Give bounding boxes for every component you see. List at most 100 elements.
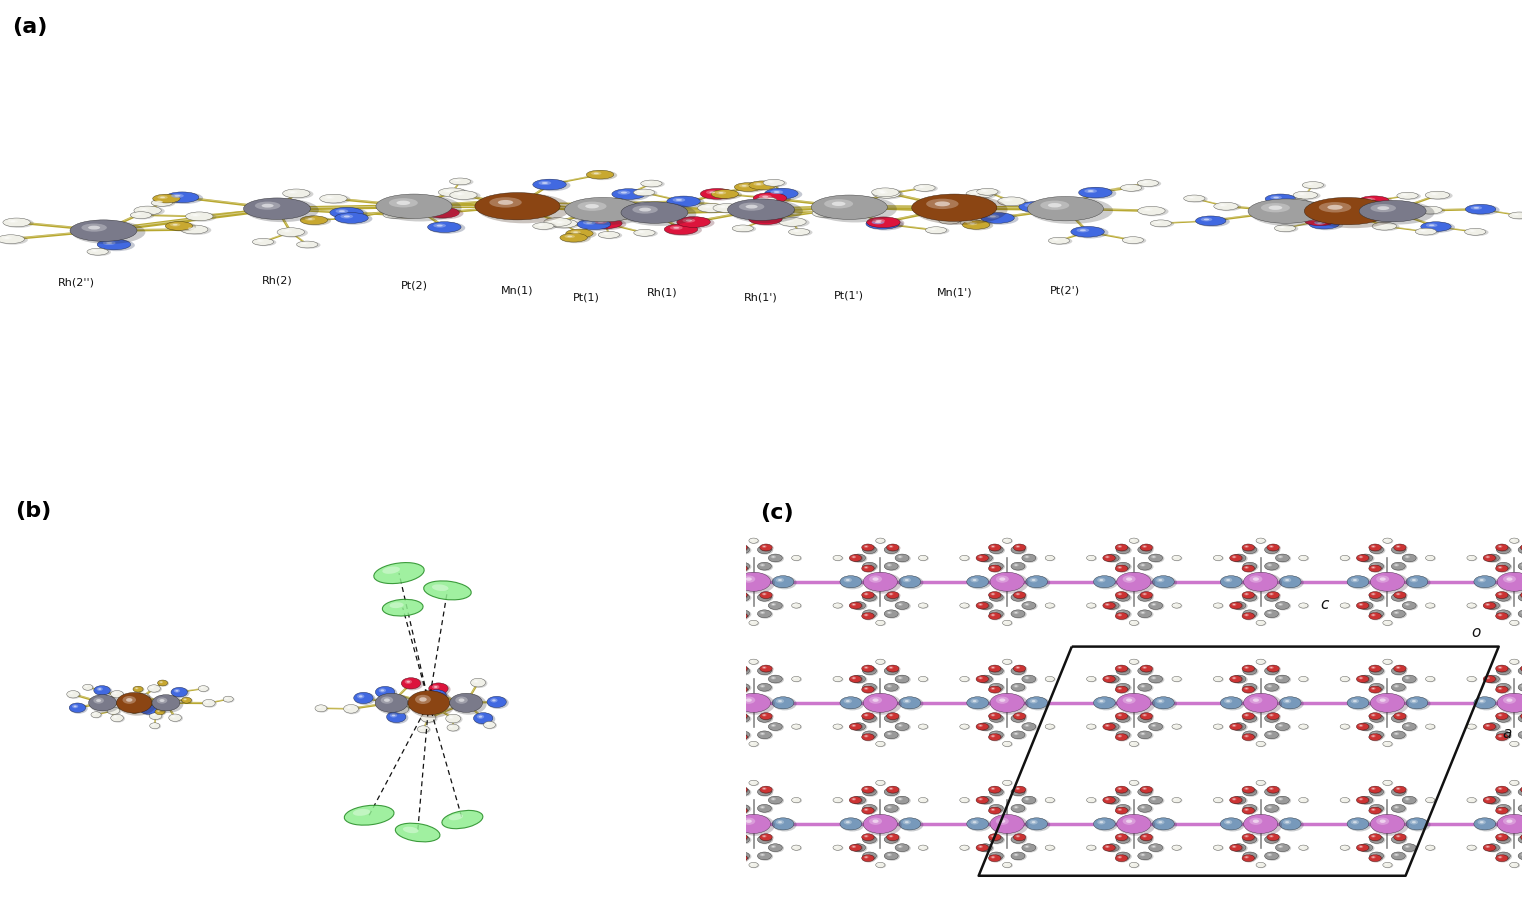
Ellipse shape xyxy=(1129,694,1140,699)
Circle shape xyxy=(992,685,997,688)
Ellipse shape xyxy=(769,844,784,853)
Circle shape xyxy=(1487,557,1489,558)
Circle shape xyxy=(1142,593,1148,596)
Circle shape xyxy=(738,809,741,811)
Circle shape xyxy=(992,809,994,811)
Ellipse shape xyxy=(759,713,773,720)
Circle shape xyxy=(759,716,766,719)
Circle shape xyxy=(759,544,772,551)
Circle shape xyxy=(1011,852,1024,860)
Circle shape xyxy=(1396,596,1397,597)
Circle shape xyxy=(300,243,309,245)
Ellipse shape xyxy=(1275,555,1291,563)
Circle shape xyxy=(758,667,772,675)
Circle shape xyxy=(1259,661,1260,662)
Circle shape xyxy=(1266,544,1280,551)
Circle shape xyxy=(724,677,729,680)
Circle shape xyxy=(966,190,994,199)
Circle shape xyxy=(1047,557,1050,559)
Circle shape xyxy=(1014,732,1018,735)
Circle shape xyxy=(1215,557,1219,559)
Circle shape xyxy=(1234,724,1239,727)
Ellipse shape xyxy=(1426,676,1435,683)
Ellipse shape xyxy=(91,712,102,719)
Circle shape xyxy=(1088,677,1091,679)
Circle shape xyxy=(160,682,161,683)
Circle shape xyxy=(1242,807,1254,814)
Circle shape xyxy=(1469,231,1476,233)
Circle shape xyxy=(1140,665,1152,673)
Circle shape xyxy=(1396,835,1400,837)
Circle shape xyxy=(1428,726,1429,727)
Circle shape xyxy=(1151,676,1157,680)
Circle shape xyxy=(1213,203,1237,211)
Circle shape xyxy=(1126,578,1132,581)
Circle shape xyxy=(244,199,310,221)
Circle shape xyxy=(1129,620,1138,626)
Circle shape xyxy=(834,799,839,800)
Circle shape xyxy=(1269,206,1282,210)
Circle shape xyxy=(1490,604,1492,606)
Circle shape xyxy=(738,688,741,689)
Circle shape xyxy=(1242,665,1254,673)
Circle shape xyxy=(749,862,758,868)
Circle shape xyxy=(1371,837,1377,840)
Circle shape xyxy=(1024,204,1038,209)
Circle shape xyxy=(1215,725,1219,727)
Circle shape xyxy=(1419,230,1428,233)
Circle shape xyxy=(1511,539,1514,540)
Circle shape xyxy=(1138,610,1152,618)
Circle shape xyxy=(723,845,735,851)
Circle shape xyxy=(1257,743,1262,744)
Circle shape xyxy=(175,196,181,198)
Circle shape xyxy=(1138,835,1152,844)
Ellipse shape xyxy=(1245,573,1282,594)
Circle shape xyxy=(586,222,592,224)
Circle shape xyxy=(1087,676,1096,682)
Circle shape xyxy=(709,192,715,194)
Ellipse shape xyxy=(1138,181,1161,188)
Circle shape xyxy=(390,210,417,219)
Circle shape xyxy=(591,173,601,176)
Circle shape xyxy=(1517,715,1522,722)
Circle shape xyxy=(470,678,486,687)
Circle shape xyxy=(1265,852,1278,860)
Circle shape xyxy=(759,548,766,550)
Ellipse shape xyxy=(1403,602,1419,611)
Circle shape xyxy=(723,675,735,683)
Circle shape xyxy=(706,845,715,850)
Circle shape xyxy=(103,242,116,245)
Ellipse shape xyxy=(749,215,787,227)
Ellipse shape xyxy=(1294,192,1321,200)
Ellipse shape xyxy=(1213,676,1224,683)
Circle shape xyxy=(93,251,96,252)
Ellipse shape xyxy=(724,675,741,684)
Ellipse shape xyxy=(724,555,741,563)
Circle shape xyxy=(1216,799,1218,800)
Circle shape xyxy=(1312,220,1318,221)
Ellipse shape xyxy=(1275,675,1291,684)
Circle shape xyxy=(872,188,900,198)
Ellipse shape xyxy=(1426,845,1435,851)
Circle shape xyxy=(763,197,769,199)
Circle shape xyxy=(717,699,724,704)
Circle shape xyxy=(455,698,473,709)
Circle shape xyxy=(621,192,627,194)
Circle shape xyxy=(852,554,866,562)
Circle shape xyxy=(866,549,869,550)
Ellipse shape xyxy=(863,715,878,723)
Circle shape xyxy=(729,799,731,800)
Ellipse shape xyxy=(758,805,773,813)
Circle shape xyxy=(878,661,880,662)
Circle shape xyxy=(1496,610,1510,618)
Ellipse shape xyxy=(1242,686,1256,694)
Circle shape xyxy=(752,622,753,623)
Circle shape xyxy=(863,852,877,860)
Ellipse shape xyxy=(919,724,928,730)
Circle shape xyxy=(769,675,782,683)
Circle shape xyxy=(434,224,446,228)
Circle shape xyxy=(1142,596,1145,597)
Circle shape xyxy=(291,192,295,194)
Circle shape xyxy=(988,733,1001,741)
Circle shape xyxy=(1301,557,1303,558)
